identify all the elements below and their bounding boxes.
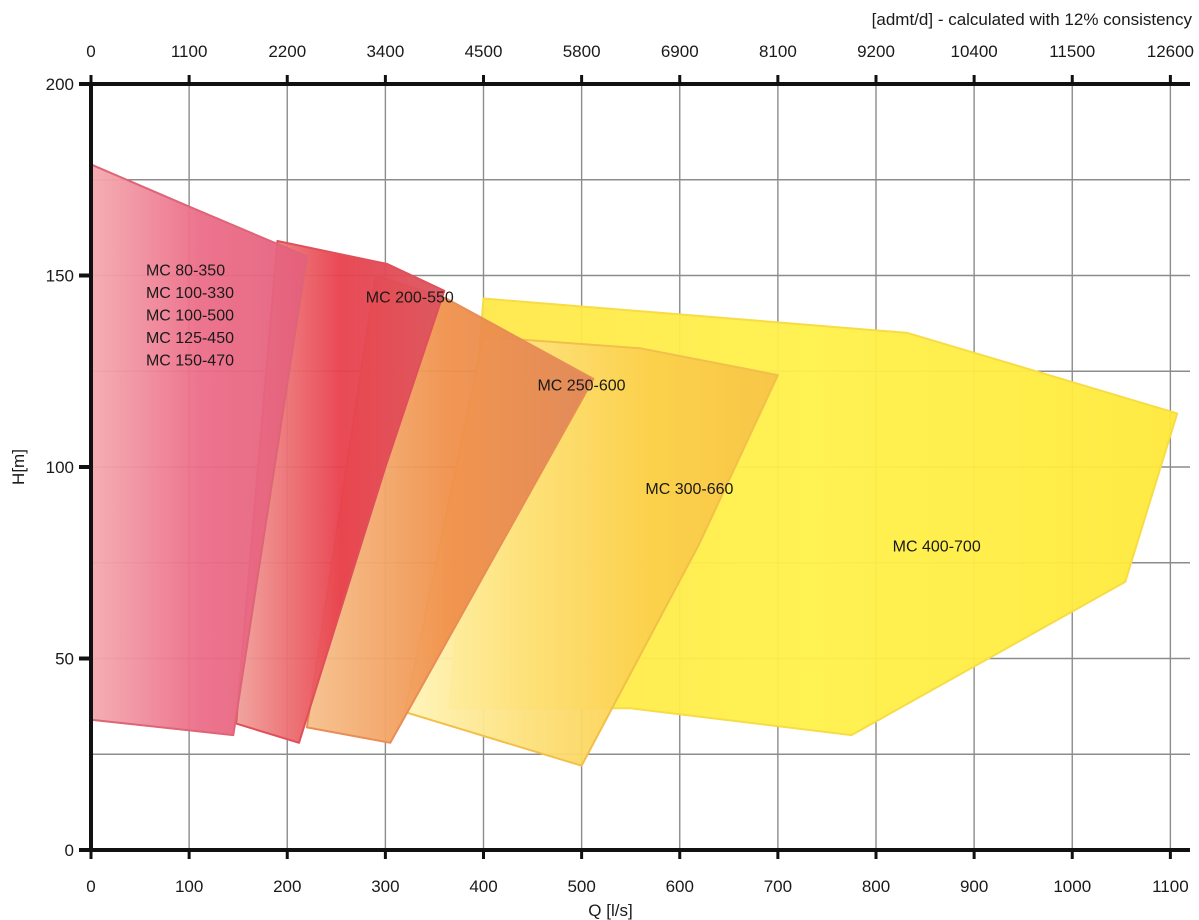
x-tick-label: 400 [469, 877, 497, 896]
y-tick-label: 200 [46, 75, 74, 94]
y-tick-label: 0 [65, 841, 74, 860]
x-tick-label: 500 [567, 877, 595, 896]
region-label: MC 400-700 [893, 538, 981, 555]
top-tick-label: 0 [86, 42, 95, 61]
region-label: MC 250-600 [537, 377, 625, 394]
region-label: MC 100-500 [146, 308, 234, 325]
regions [90, 163, 1179, 767]
region-label: MC 80-350 [146, 263, 225, 280]
top-tick-label: 5800 [563, 42, 601, 61]
y-tick-label: 150 [46, 267, 74, 286]
x-tick-label: 600 [666, 877, 694, 896]
y-axis-title: H[m] [9, 449, 28, 485]
region-label: MC 100-330 [146, 285, 234, 302]
region-labels: MC 400-700 MC 300-660 MC 250-600 MC 200-550… [146, 263, 981, 556]
region-label: MC 125-450 [146, 330, 234, 347]
x-tick-label: 900 [960, 877, 988, 896]
x-axis-title: Q [l/s] [588, 901, 632, 920]
top-tick-label: 3400 [366, 42, 404, 61]
top-axis-title: [admt/d] - calculated with 12% consisten… [872, 10, 1193, 29]
top-tick-label: 11500 [1049, 42, 1095, 61]
x-tick-label: 1000 [1053, 877, 1091, 896]
top-tick-label: 12600 [1147, 42, 1194, 61]
region-label: MC 200-550 [366, 289, 454, 306]
top-tick-label: 10400 [950, 42, 997, 61]
x-tick-label: 200 [273, 877, 301, 896]
x-tick-label: 100 [175, 877, 203, 896]
y-tick-label: 100 [46, 458, 74, 477]
x-tick-label: 800 [862, 877, 890, 896]
top-tick-label: 4500 [465, 42, 503, 61]
top-tick-label: 1100 [171, 42, 208, 61]
top-tick-label: 2200 [268, 42, 306, 61]
x-tick-label: 0 [86, 877, 95, 896]
x-tick-label: 1100 [1152, 877, 1189, 896]
top-tick-label: 9200 [857, 42, 895, 61]
top-tick-label: 8100 [759, 42, 797, 61]
x-tick-label: 700 [764, 877, 792, 896]
region-label: MC 150-470 [146, 353, 234, 370]
region-label: MC 300-660 [645, 481, 733, 498]
top-tick-label: 6900 [661, 42, 699, 61]
y-tick-label: 50 [55, 650, 74, 669]
x-tick-label: 300 [371, 877, 399, 896]
